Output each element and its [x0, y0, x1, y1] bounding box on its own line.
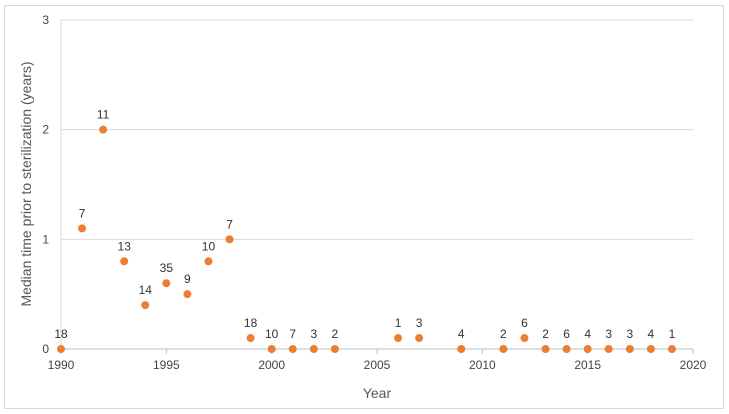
data-point — [57, 345, 65, 353]
y-axis-title: Median time prior to sterilization (year… — [18, 61, 34, 306]
data-label: 3 — [310, 327, 317, 341]
data-label: 3 — [605, 327, 612, 341]
x-tick-labels: 1990 1995 2000 2005 2010 2015 2020 — [48, 358, 707, 372]
x-tick-label: 1995 — [153, 358, 180, 372]
y-tick-label: 2 — [42, 123, 49, 137]
data-points — [57, 125, 676, 353]
x-tick-label: 2005 — [364, 358, 391, 372]
data-point — [288, 345, 297, 353]
chart-frame — [4, 5, 724, 409]
data-label: 6 — [563, 327, 570, 341]
data-point — [583, 345, 592, 353]
data-point — [246, 334, 255, 343]
data-point — [330, 345, 339, 353]
data-label: 3 — [626, 327, 633, 341]
data-label: 1 — [395, 316, 402, 330]
data-point — [78, 224, 87, 233]
y-tick-label: 1 — [42, 232, 49, 246]
data-label: 7 — [79, 206, 86, 220]
data-point — [141, 301, 150, 310]
data-point — [225, 235, 234, 244]
data-label: 3 — [416, 316, 423, 330]
axes — [60, 20, 694, 354]
data-point — [520, 334, 529, 343]
data-point — [625, 345, 634, 353]
grid-lines — [61, 19, 693, 240]
x-tick-label: 2015 — [574, 358, 601, 372]
x-tick-label: 2010 — [469, 358, 496, 372]
data-point — [646, 345, 655, 353]
y-tick-label: 0 — [42, 342, 49, 356]
data-label: 4 — [584, 327, 591, 341]
x-tick-label: 2000 — [258, 358, 285, 372]
data-point — [499, 345, 508, 353]
data-label: 2 — [542, 327, 549, 341]
y-tick-labels: 0 1 2 3 — [42, 13, 49, 356]
data-label: 4 — [648, 327, 655, 341]
data-point — [267, 345, 276, 353]
data-point — [415, 334, 424, 343]
data-label: 1 — [669, 327, 676, 341]
data-point — [604, 345, 613, 353]
x-tick-label: 1990 — [48, 358, 75, 372]
data-label: 7 — [289, 327, 296, 341]
y-tick-label: 3 — [42, 13, 49, 27]
data-label: 10 — [202, 239, 216, 253]
data-point — [394, 334, 403, 343]
data-point — [120, 257, 129, 266]
data-label: 4 — [458, 327, 465, 341]
data-label: 35 — [160, 261, 174, 275]
data-point — [162, 279, 171, 288]
data-label: 11 — [97, 108, 110, 122]
data-point — [541, 345, 550, 353]
data-label: 18 — [54, 327, 68, 341]
data-label: 9 — [184, 272, 191, 286]
x-tick-label: 2020 — [680, 358, 707, 372]
data-label: 18 — [244, 316, 258, 330]
data-point — [183, 290, 192, 299]
data-point — [204, 257, 213, 266]
data-label: 13 — [118, 239, 132, 253]
data-label: 14 — [139, 283, 153, 297]
data-label: 7 — [226, 217, 233, 231]
data-point — [99, 125, 108, 134]
data-point — [562, 345, 571, 353]
data-label: 2 — [332, 327, 339, 341]
data-label: 10 — [265, 327, 279, 341]
data-point — [309, 345, 318, 353]
data-label: 2 — [500, 327, 507, 341]
data-point — [667, 345, 676, 353]
x-axis-title: Year — [363, 385, 392, 401]
data-label: 6 — [521, 316, 528, 330]
data-point — [457, 345, 466, 353]
